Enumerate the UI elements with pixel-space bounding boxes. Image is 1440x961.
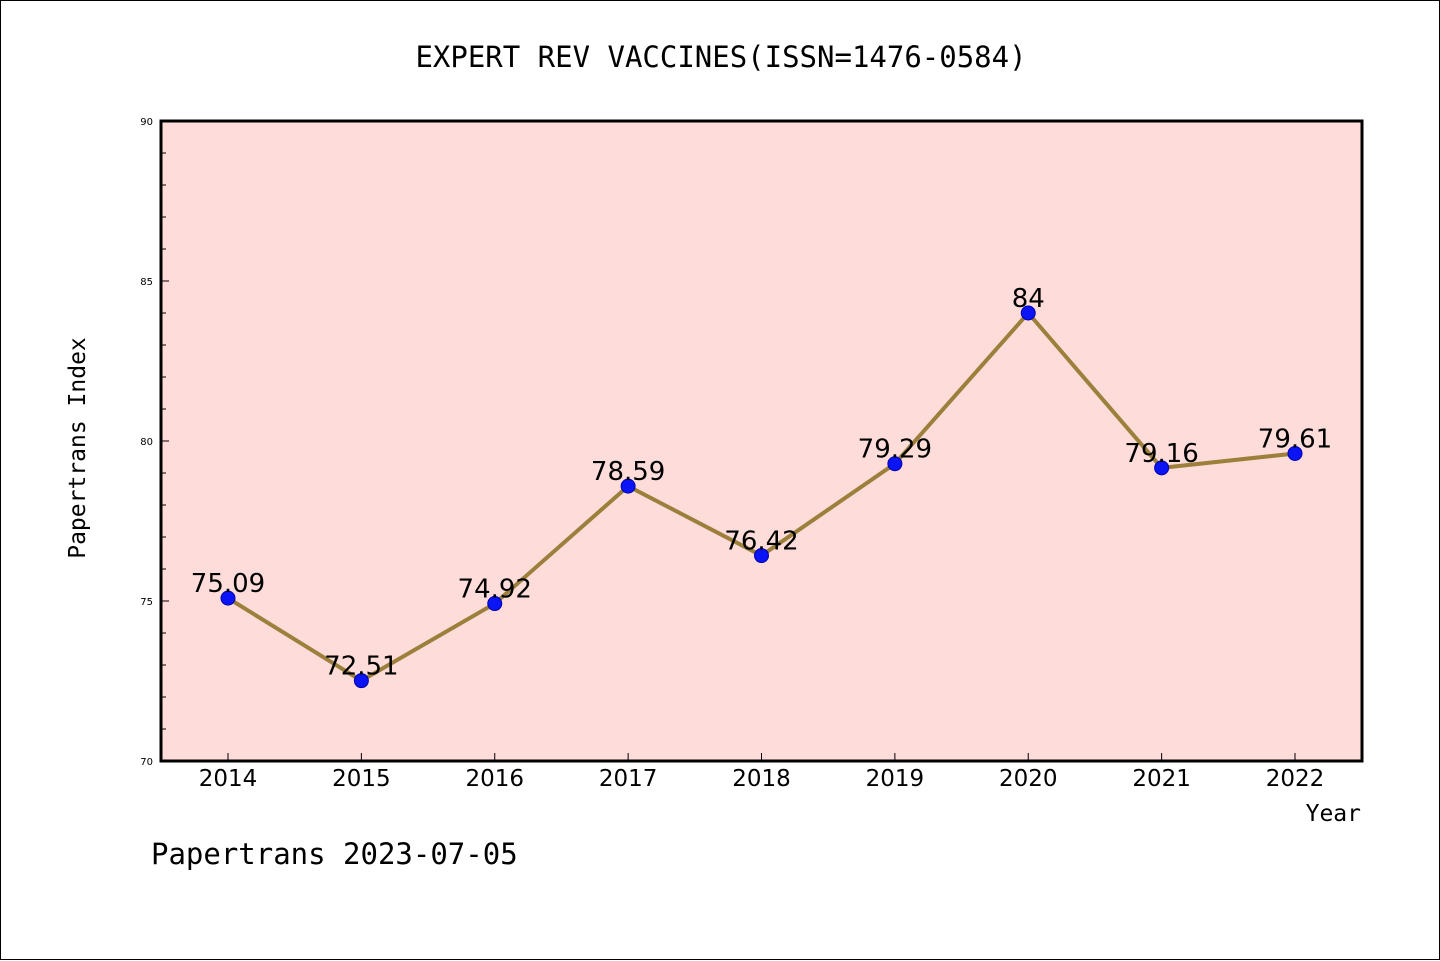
x-tick-label: 2016 [465, 766, 524, 792]
data-point [1154, 460, 1170, 476]
x-tick-label: 2022 [1266, 766, 1325, 792]
y-axis-title: Papertrans Index [65, 337, 91, 559]
data-point [620, 478, 636, 494]
x-axis-ticks: 2014 2015 2016 2017 2018 2019 2020 2021 2022 [199, 753, 1325, 792]
data-labels: 75.09 72.51 74.92 78.59 76.42 79.29 84 79.16 79.… [191, 284, 1332, 682]
x-tick-label: 2021 [1132, 766, 1191, 792]
data-point [1287, 445, 1303, 461]
data-point [353, 673, 369, 689]
data-point [220, 590, 236, 606]
data-label: 84 [1012, 284, 1045, 314]
y-tick-label: 85 [140, 277, 153, 288]
data-label: 72.51 [324, 652, 398, 682]
y-tick-label: 80 [140, 437, 153, 448]
data-point [754, 548, 769, 564]
data-label: 78.59 [591, 457, 665, 487]
data-label: 79.61 [1258, 424, 1332, 454]
data-label: 74.92 [458, 575, 532, 605]
y-tick-label: 75 [140, 597, 153, 608]
data-label: 76.42 [724, 527, 798, 557]
data-label: 79.16 [1124, 439, 1198, 469]
x-tick-label: 2018 [732, 766, 791, 792]
plot-area [161, 121, 1362, 761]
x-tick-label: 2020 [999, 766, 1058, 792]
x-tick-label: 2014 [199, 766, 258, 792]
data-point [887, 456, 903, 472]
x-tick-label: 2015 [332, 766, 391, 792]
x-tick-label: 2019 [866, 766, 925, 792]
series-markers [220, 305, 1303, 689]
plot-border [159, 119, 1364, 763]
data-point [487, 596, 503, 612]
y-tick-label: 90 [140, 117, 153, 128]
data-label: 79.29 [858, 435, 932, 465]
footer-date-label: Papertrans 2023-07-05 [151, 837, 518, 871]
y-tick-label: 70 [140, 757, 153, 768]
x-tick-label: 2017 [599, 766, 658, 792]
data-point [1020, 305, 1036, 321]
data-label: 75.09 [191, 569, 265, 599]
x-axis-title: Year [1306, 801, 1361, 827]
chart-title: EXPERT REV VACCINES(ISSN=1476-0584) [415, 40, 1026, 74]
